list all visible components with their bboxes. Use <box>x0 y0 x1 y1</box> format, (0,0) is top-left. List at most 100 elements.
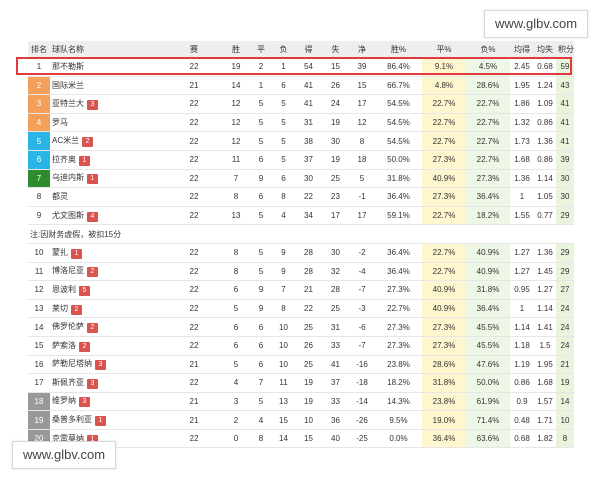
played-cell: 22 <box>166 131 222 151</box>
rank-cell: 6 <box>28 150 50 170</box>
header-win-pct[interactable]: 胜% <box>375 41 422 58</box>
team-name[interactable]: AC米兰 <box>52 136 80 146</box>
goal-diff-cell: 18 <box>349 150 375 170</box>
table-row[interactable]: 10 蒙扎 1 22 8 5 9 28 30 -2 36.4% 22.7% 40.9% 1.27 1.36 2… <box>28 243 574 263</box>
losses-cell: 5 <box>272 94 295 114</box>
header-rank[interactable]: 排名 <box>28 41 50 58</box>
team-name[interactable]: 亚特兰大 <box>52 98 84 108</box>
table-row[interactable]: 1 那不勒斯 22 19 2 1 54 15 39 86.4% 9.1% 4.5% 2.45 0.68 59 <box>28 57 574 77</box>
table-row[interactable]: 17 斯佩齐亚 3 22 4 7 11 19 37 -18 18.2% 31.8% 50.0% 0.86 1… <box>28 373 574 393</box>
win-pct-cell: 36.4% <box>375 262 422 282</box>
avg-against-cell: 1.24 <box>534 76 556 96</box>
table-row[interactable]: 13 莱切 2 22 5 9 8 22 25 -3 22.7% 40.9% 36.4% 1 1.14 24 <box>28 299 574 319</box>
team-name[interactable]: 萨勒尼塔纳 <box>52 359 92 369</box>
team-name-cell: 莱切 2 <box>50 299 166 319</box>
team-name[interactable]: 佛罗伦萨 <box>52 322 84 332</box>
draw-pct-cell: 27.3% <box>422 317 466 337</box>
table-row[interactable]: 3 亚特兰大 3 22 12 5 5 41 24 17 54.5% 22.7% 22.7% 1.86 1.0… <box>28 94 574 114</box>
played-cell: 22 <box>166 113 222 133</box>
team-name[interactable]: 桑普多利亚 <box>52 415 92 425</box>
team-name-cell: 那不勒斯 <box>50 57 166 77</box>
wins-cell: 3 <box>222 392 250 412</box>
table-row[interactable]: 16 萨勒尼塔纳 3 21 5 6 10 25 41 -16 23.8% 28.6% 47.6% 1.19… <box>28 355 574 375</box>
team-name-cell: 博洛尼亚 2 <box>50 262 166 282</box>
points-cell: 30 <box>556 169 574 189</box>
points-cell: 14 <box>556 392 574 412</box>
header-team[interactable]: 球队名称 <box>50 41 166 58</box>
team-name[interactable]: 乌迪内斯 <box>52 173 84 183</box>
team-name[interactable]: 斯佩齐亚 <box>52 377 84 387</box>
avg-for-cell: 1.36 <box>510 169 534 189</box>
goals-against-cell: 30 <box>322 243 349 263</box>
team-name-cell: 恩波利 5 <box>50 280 166 300</box>
wins-cell: 0 <box>222 429 250 449</box>
header-wins[interactable]: 胜 <box>222 41 250 58</box>
draws-cell: 7 <box>250 373 272 393</box>
goals-against-cell: 41 <box>322 355 349 375</box>
losses-cell: 10 <box>272 355 295 375</box>
goal-diff-cell: 39 <box>349 57 375 77</box>
header-loss-pct[interactable]: 负% <box>466 41 510 58</box>
table-row[interactable]: 6 拉齐奥 1 22 11 6 5 37 19 18 50.0% 27.3% 22.7% 1.68 0.86… <box>28 150 574 170</box>
wins-cell: 11 <box>222 150 250 170</box>
points-cell: 21 <box>556 355 574 375</box>
table-row[interactable]: 14 佛罗伦萨 2 22 6 6 10 25 31 -6 27.3% 27.3% 45.5% 1.14 1.… <box>28 317 574 337</box>
team-name[interactable]: 都灵 <box>52 192 68 202</box>
table-row[interactable]: 7 乌迪内斯 1 22 7 9 6 30 25 5 31.8% 40.9% 27.3% 1.36 1.14 3… <box>28 169 574 189</box>
header-avg-against[interactable]: 均失 <box>534 41 556 58</box>
table-row[interactable]: 19 桑普多利亚 1 21 2 4 15 10 36 -26 9.5% 19.0% 71.4% 0.48 1… <box>28 410 574 430</box>
table-row[interactable]: 4 罗马 22 12 5 5 31 19 12 54.5% 22.7% 22.7% 1.32 0.86 41 <box>28 113 574 133</box>
header-goal-diff[interactable]: 净 <box>349 41 375 58</box>
avg-against-cell: 1.36 <box>534 131 556 151</box>
team-name[interactable]: 恩波利 <box>52 284 76 294</box>
table-row[interactable]: 9 尤文图斯 4 22 13 5 4 34 17 17 59.1% 22.7% 18.2% 1.55 0.7… <box>28 206 574 226</box>
avg-against-cell: 1.5 <box>534 336 556 356</box>
wins-cell: 5 <box>222 355 250 375</box>
loss-pct-cell: 47.6% <box>466 355 510 375</box>
table-row[interactable]: 15 萨索洛 2 22 6 6 10 26 33 -7 27.3% 27.3% 45.5% 1.18 1.5… <box>28 336 574 356</box>
goals-against-cell: 26 <box>322 76 349 96</box>
win-pct-cell: 50.0% <box>375 150 422 170</box>
team-name[interactable]: 国际米兰 <box>52 80 84 90</box>
team-name[interactable]: 莱切 <box>52 303 68 313</box>
table-row[interactable]: 5 AC米兰 2 22 12 5 5 38 30 8 54.5% 22.7% 22.7% 1.73 1.36… <box>28 131 574 151</box>
team-name[interactable]: 维罗纳 <box>52 396 76 406</box>
table-row[interactable]: 2 国际米兰 21 14 1 6 41 26 15 66.7% 4.8% 28.6% 1.95 1.24 4… <box>28 76 574 96</box>
losses-cell: 4 <box>272 206 295 226</box>
table-row[interactable]: 12 恩波利 5 22 6 9 7 21 28 -7 27.3% 40.9% 31.8% 0.95 1.27… <box>28 280 574 300</box>
team-name[interactable]: 蒙扎 <box>52 247 68 257</box>
team-name[interactable]: 尤文图斯 <box>52 210 84 220</box>
table-row[interactable]: 11 博洛尼亚 2 22 8 5 9 28 32 -4 36.4% 22.7% 40.9% 1.27 1.4… <box>28 262 574 282</box>
header-losses[interactable]: 负 <box>272 41 295 58</box>
team-name[interactable]: 博洛尼亚 <box>52 266 84 276</box>
header-draws[interactable]: 平 <box>250 41 272 58</box>
note-row: 注:因财务虚假，被扣15分 <box>28 224 574 244</box>
played-cell: 22 <box>166 262 222 282</box>
watermark-top: www.glbv.com <box>484 10 589 38</box>
draws-cell: 5 <box>250 206 272 226</box>
table-row[interactable]: 8 都灵 22 8 6 8 22 23 -1 36.4% 27.3% 36.4% 1 1.05 30 <box>28 187 574 207</box>
points-cell: 39 <box>556 150 574 170</box>
header-played[interactable]: 赛 <box>166 41 222 58</box>
goals-against-cell: 25 <box>322 169 349 189</box>
table-row[interactable]: 18 维罗纳 3 21 3 5 13 19 33 -14 14.3% 23.8% 61.9% 0.9 1.5… <box>28 392 574 412</box>
goal-diff-cell: -7 <box>349 280 375 300</box>
note-section: 注:因财务虚假，被扣15分 <box>28 224 574 244</box>
draw-pct-cell: 27.3% <box>422 150 466 170</box>
header-draw-pct[interactable]: 平% <box>422 41 466 58</box>
goals-against-cell: 28 <box>322 280 349 300</box>
header-points[interactable]: 积分 <box>556 41 574 58</box>
header-goals-for[interactable]: 得 <box>295 41 322 58</box>
losses-cell: 13 <box>272 392 295 412</box>
losses-cell: 14 <box>272 429 295 449</box>
standings-table-container: 排名 球队名称 赛 胜 平 负 得 失 净 胜% 平% 负% 均得 均失 积分 … <box>28 41 574 449</box>
team-name[interactable]: 萨索洛 <box>52 340 76 350</box>
header-goals-against[interactable]: 失 <box>322 41 349 58</box>
header-avg-for[interactable]: 均得 <box>510 41 534 58</box>
draw-pct-cell: 40.9% <box>422 280 466 300</box>
team-name[interactable]: 拉齐奥 <box>52 154 76 164</box>
team-name[interactable]: 克雷莫纳 <box>52 433 84 443</box>
team-name[interactable]: 那不勒斯 <box>52 62 84 72</box>
team-name[interactable]: 罗马 <box>52 118 68 128</box>
loss-pct-cell: 18.2% <box>466 206 510 226</box>
